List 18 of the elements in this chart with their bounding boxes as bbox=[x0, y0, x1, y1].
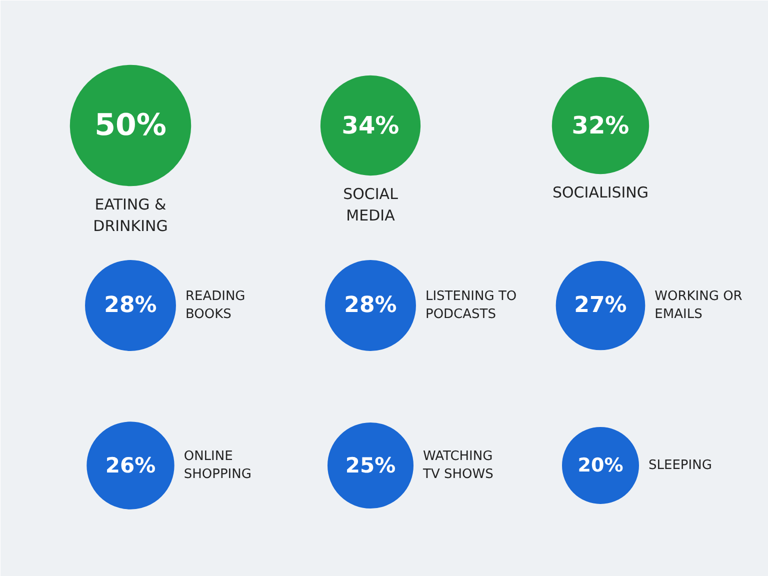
data-label: 26% bbox=[105, 454, 156, 478]
category-label: SOCIAL MEDIA bbox=[343, 185, 399, 225]
category-label: WATCHING TV SHOWS bbox=[422, 449, 494, 482]
data-label: 25% bbox=[345, 454, 396, 478]
category-label: SOCIALISING bbox=[552, 184, 649, 202]
data-label: 28% bbox=[104, 293, 157, 318]
category-label: READING BOOKS bbox=[185, 289, 246, 322]
data-label: 34% bbox=[342, 112, 400, 140]
data-label: 50% bbox=[94, 108, 166, 143]
data-label: 32% bbox=[572, 112, 630, 140]
category-label: EATING & DRINKING bbox=[93, 196, 168, 236]
data-label: 27% bbox=[574, 293, 627, 318]
category-label: SLEEPING bbox=[648, 458, 712, 473]
category-label: WORKING OR EMAILS bbox=[654, 289, 742, 322]
data-label: 28% bbox=[344, 293, 397, 318]
category-label: ONLINE SHOPPING bbox=[184, 449, 252, 482]
data-label: 20% bbox=[578, 454, 624, 476]
category-label: LISTENING TO PODCASTS bbox=[425, 289, 517, 322]
